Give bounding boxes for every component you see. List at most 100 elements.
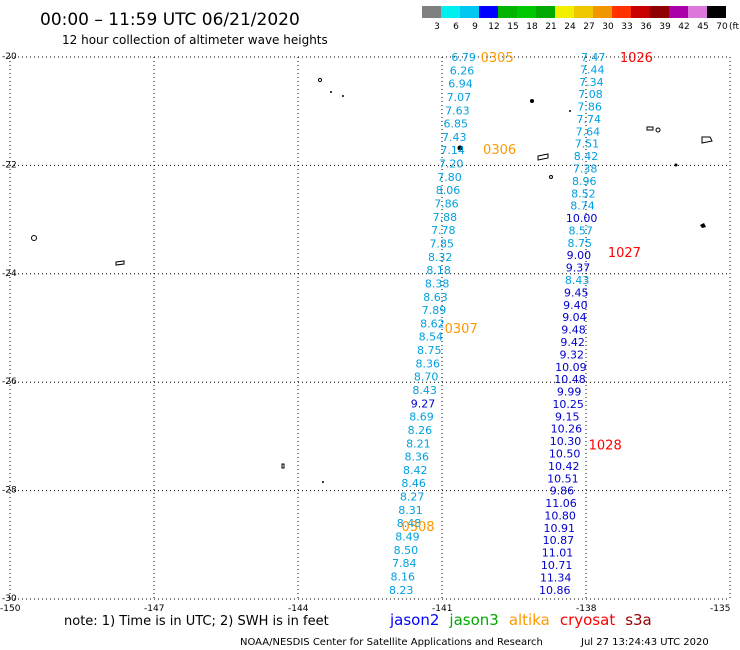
colorbar-label: 33: [621, 22, 632, 32]
colorbar-label: 12: [488, 22, 499, 32]
island-icon: [537, 153, 549, 161]
swh-value: 9.99: [557, 386, 582, 399]
swh-value: 11.06: [545, 497, 577, 510]
swh-value: 8.32: [428, 251, 453, 264]
swh-value: 7.20: [439, 158, 464, 171]
swh-value: 8.43: [412, 384, 437, 397]
swh-value: 7.47: [581, 51, 606, 64]
swh-value: 6.94: [448, 78, 473, 91]
map-grid: -20 -22 -24 -26 -28 -30-150 -147 -144 -141 -138 -1…: [0, 52, 731, 614]
x-tick-label: -138: [576, 604, 597, 614]
pass-label: 0307: [445, 322, 478, 337]
swh-value: 10.00: [566, 212, 598, 225]
swh-value: 10.80: [544, 509, 576, 522]
swh-value: 8.27: [400, 491, 425, 504]
swh-value: 8.75: [568, 237, 593, 250]
swh-value: 7.84: [392, 557, 417, 570]
island-icon: [646, 126, 654, 131]
swh-value: 10.26: [551, 423, 583, 436]
swh-value: 10.30: [550, 435, 582, 448]
island-icon: [31, 235, 37, 241]
colorbar-swatch: [555, 6, 574, 18]
swh-value: 8.46: [401, 477, 426, 490]
swh-value: 10.86: [539, 584, 571, 597]
swh-value: 10.25: [552, 398, 584, 411]
swh-value: 7.07: [447, 91, 472, 104]
swh-value: 11.34: [540, 571, 572, 584]
swh-value: 10.91: [544, 522, 576, 535]
swh-value: 9.04: [562, 311, 587, 324]
x-tick-label: -141: [432, 604, 452, 614]
swh-value: 8.42: [403, 464, 428, 477]
swh-value: 7.88: [433, 211, 458, 224]
swh-value: 7.51: [575, 138, 600, 151]
swh-value: 9.40: [563, 299, 588, 312]
pass-label: 0308: [401, 520, 434, 535]
pass-label: 1026: [620, 51, 653, 66]
legend-item: jason3: [448, 611, 498, 629]
swh-value: 9.48: [561, 324, 586, 337]
colorbar-swatch: [707, 6, 726, 18]
swh-value: 8.62: [420, 317, 445, 330]
island-icon: [701, 136, 713, 144]
swh-value: 7.85: [430, 237, 455, 250]
legend-item: cryosat: [560, 611, 615, 629]
swh-value: 7.80: [437, 171, 462, 184]
colorbar-swatch: [422, 6, 441, 18]
island-icon: [530, 99, 534, 103]
island-icon: [549, 175, 553, 179]
swh-value: 9.42: [560, 336, 585, 349]
x-tick-label: -147: [144, 604, 164, 614]
colorbar-label: 3: [434, 22, 440, 32]
swh-value: 7.43: [442, 131, 467, 144]
swh-value: 7.86: [577, 101, 602, 114]
footnote: note: 1) Time is in UTC; 2) SWH is in fe…: [64, 614, 329, 629]
swh-value: 9.86: [550, 485, 575, 498]
timestamp: Jul 27 13:24:43 UTC 2020: [580, 637, 709, 648]
swh-value: 9.32: [560, 348, 585, 361]
colorbar-label: 27: [583, 22, 594, 32]
swh-value: 10.42: [548, 460, 580, 473]
swh-value: 7.64: [576, 125, 601, 138]
swh-value: 6.85: [444, 118, 469, 131]
colorbar-label: 24: [564, 22, 576, 32]
colorbar-label: 21: [545, 22, 556, 32]
colorbar-swatch: [536, 6, 555, 18]
colorbar-label: 15: [507, 22, 518, 32]
swh-value: 7.34: [579, 76, 604, 89]
colorbar-swatch: [517, 6, 536, 18]
pass-label: 0306: [483, 143, 516, 158]
swh-value: 9.37: [566, 262, 591, 275]
swh-value: 7.08: [578, 88, 603, 101]
island-icon: [457, 145, 463, 151]
colorbar-swatch: [612, 6, 631, 18]
x-tick-label: -150: [0, 604, 21, 614]
island-icon: [569, 110, 571, 112]
swh-value: 7.14: [440, 144, 465, 157]
chart-title: 00:00 – 11:59 UTC 06/21/2020: [40, 10, 300, 30]
colorbar-swatch: [479, 6, 498, 18]
x-tick-label: -135: [710, 604, 730, 614]
colorbar-label: 36: [640, 22, 652, 32]
colorbar-label: 70: [716, 22, 728, 32]
colorbar-label: 42: [678, 22, 689, 32]
swh-value: 8.31: [398, 504, 423, 517]
swh-value: 10.50: [549, 447, 581, 460]
y-tick-label: -28: [2, 486, 17, 496]
colorbar-swatch: [441, 6, 460, 18]
swh-value: 8.21: [406, 437, 431, 450]
colorbar-unit: (ft): [729, 22, 740, 32]
swh-value: 8.42: [574, 150, 599, 163]
swh-value: 7.78: [431, 224, 456, 237]
swh-value: 8.63: [423, 291, 448, 304]
swh-value: 8.50: [394, 544, 419, 557]
island-icon: [655, 127, 661, 133]
island-icon: [330, 91, 332, 93]
swh-value: 8.69: [409, 411, 434, 424]
swh-value: 9.45: [564, 286, 589, 299]
swh-value: 8.48: [397, 517, 422, 530]
swh-value: 8.70: [414, 371, 439, 384]
legend-item: s3a: [625, 611, 652, 629]
swh-value: 8.16: [391, 570, 416, 583]
